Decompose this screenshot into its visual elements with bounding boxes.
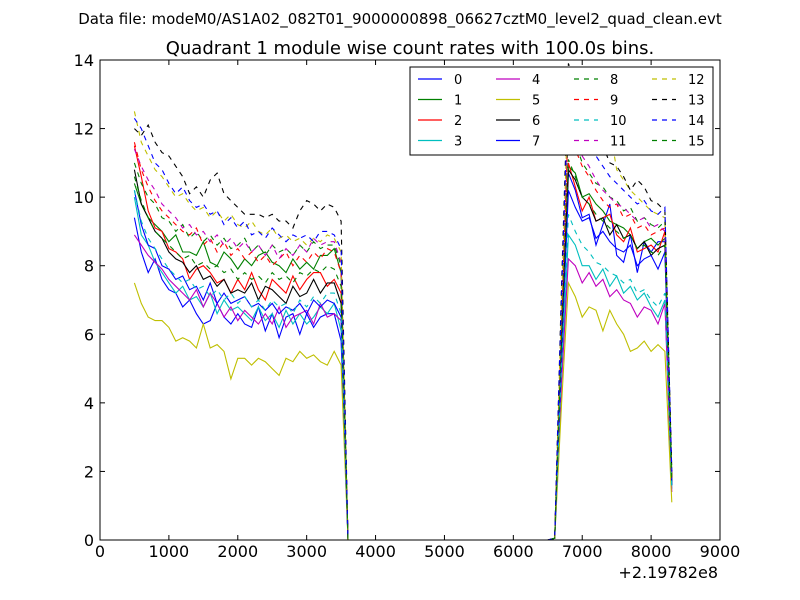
legend-label-1: 1 <box>454 94 462 109</box>
legend-label-5: 5 <box>532 94 540 109</box>
legend-label-11: 11 <box>610 135 627 150</box>
legend-label-6: 6 <box>532 114 540 129</box>
series-line-0 <box>133 172 673 541</box>
series-line-9 <box>133 118 673 541</box>
series-line-11 <box>133 107 673 541</box>
series-line-10 <box>133 190 673 541</box>
x-tick-label: 4000 <box>355 542 396 561</box>
legend-label-3: 3 <box>454 135 462 150</box>
legend-label-2: 2 <box>454 114 462 129</box>
legend-label-10: 10 <box>610 114 627 129</box>
x-tick-label: 9000 <box>700 542 741 561</box>
axes-frame <box>99 59 721 541</box>
x-tick-label: 7000 <box>562 542 603 561</box>
series-line-5 <box>133 280 673 541</box>
y-tick-label: 2 <box>84 462 94 481</box>
legend-label-14: 14 <box>688 114 705 129</box>
y-tick-label: 10 <box>74 188 94 207</box>
series-line-8 <box>133 128 673 541</box>
series-line-15 <box>133 159 673 541</box>
x-tick-label: 6000 <box>493 542 534 561</box>
legend-label-4: 4 <box>532 73 540 88</box>
x-offset-label: +2.19782e8 <box>618 563 718 582</box>
y-tick-label: 6 <box>84 325 94 344</box>
x-tick-label: 3000 <box>286 542 327 561</box>
legend-label-0: 0 <box>454 73 462 88</box>
legend-label-12: 12 <box>688 73 705 88</box>
axis-ticks: 0 1000 2000 3000 4000 5000 6000 7000 8000 9000 0 2 4… <box>74 51 741 561</box>
x-tick-label: 8000 <box>631 542 672 561</box>
y-tick-label: 0 <box>84 531 94 550</box>
y-tick-label: 12 <box>74 120 94 139</box>
legend-label-8: 8 <box>610 73 618 88</box>
series-line-7 <box>133 190 673 541</box>
x-tick-label: 0 <box>95 542 105 561</box>
legend-label-7: 7 <box>532 135 540 150</box>
x-tick-label: 5000 <box>424 542 465 561</box>
legend-label-9: 9 <box>610 94 618 109</box>
y-tick-label: 4 <box>84 394 94 413</box>
legend-label-13: 13 <box>688 94 705 109</box>
chart-suptitle: Data file: modeM0/AS1A02_082T01_90000008… <box>78 10 722 29</box>
series-line-2 <box>133 145 673 541</box>
chart-title: Quadrant 1 module wise count rates with … <box>166 38 655 59</box>
legend-label-15: 15 <box>688 135 705 150</box>
y-tick-label: 14 <box>74 51 94 70</box>
x-tick-label: 1000 <box>149 542 190 561</box>
x-tick-label: 2000 <box>217 542 258 561</box>
y-tick-label: 8 <box>84 257 94 276</box>
